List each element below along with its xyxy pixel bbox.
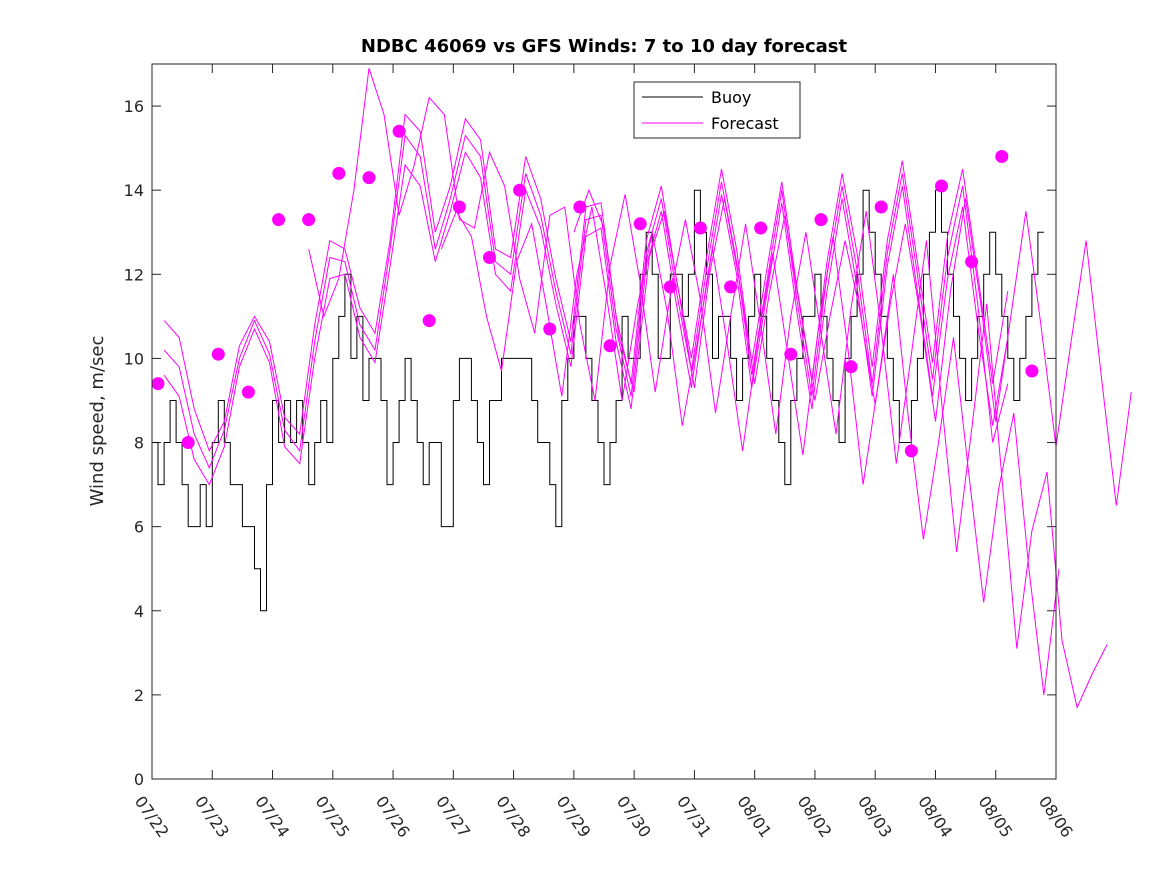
forecast-marker (904, 444, 918, 458)
y-tick-label: 14 (124, 181, 144, 200)
plot-area (152, 64, 1056, 779)
forecast-marker (603, 339, 617, 353)
forecast-run-line-4 (308, 68, 1108, 710)
buoy-line (152, 189, 1044, 612)
y-tick-label: 12 (124, 265, 144, 284)
y-tick-label: 6 (134, 518, 144, 537)
forecast-marker (302, 213, 316, 227)
y-tick-label: 2 (134, 686, 144, 705)
forecast-marker (663, 280, 677, 294)
forecast-marker (483, 251, 496, 264)
forecast-marker (935, 179, 948, 193)
forecast-run-line-5 (440, 206, 1060, 695)
forecast-marker (151, 377, 165, 391)
forecast-marker (874, 200, 888, 214)
legend-label-forecast: Forecast (711, 114, 779, 133)
forecast-marker (784, 347, 798, 361)
forecast-marker (965, 255, 979, 269)
forecast-marker (513, 183, 527, 197)
forecast-marker (724, 280, 738, 294)
legend: Buoy Forecast (633, 81, 801, 139)
y-axis-label: Wind speed, m/sec (87, 336, 108, 507)
forecast-marker (754, 221, 768, 235)
y-tick-label: 8 (134, 434, 144, 453)
forecast-marker (181, 436, 195, 449)
chart-title: NDBC 46069 vs GFS Winds: 7 to 10 day for… (361, 36, 848, 57)
y-tick-label: 10 (124, 349, 144, 368)
forecast-marker (693, 221, 707, 235)
forecast-marker (392, 124, 406, 138)
forecast-marker (573, 200, 587, 214)
y-tick-label: 16 (124, 97, 144, 116)
forecast-run-line-2 (163, 151, 1009, 486)
legend-box (633, 81, 801, 139)
forecast-marker (1025, 364, 1039, 378)
forecast-run-line-6 (573, 188, 1132, 506)
forecast-marker (362, 171, 376, 185)
forecast-marker (272, 213, 286, 227)
forecast-marker (543, 322, 557, 336)
forecast-marker (814, 213, 828, 227)
buoy-series (152, 189, 1044, 612)
forecast-run-line-3 (163, 134, 1009, 470)
forecast-marker (211, 347, 225, 361)
forecast-markers (151, 124, 1039, 458)
forecast-marker (422, 314, 436, 328)
y-tick-label: 4 (134, 602, 144, 621)
forecast-marker (633, 217, 647, 231)
forecast-marker (844, 360, 858, 374)
forecast-marker (332, 166, 346, 180)
plot-frame (151, 63, 1057, 780)
forecast-marker (452, 200, 466, 214)
legend-label-buoy: Buoy (711, 88, 751, 107)
y-tick-label: 0 (134, 770, 144, 789)
forecast-marker (241, 385, 255, 399)
forecast-marker (995, 150, 1009, 163)
